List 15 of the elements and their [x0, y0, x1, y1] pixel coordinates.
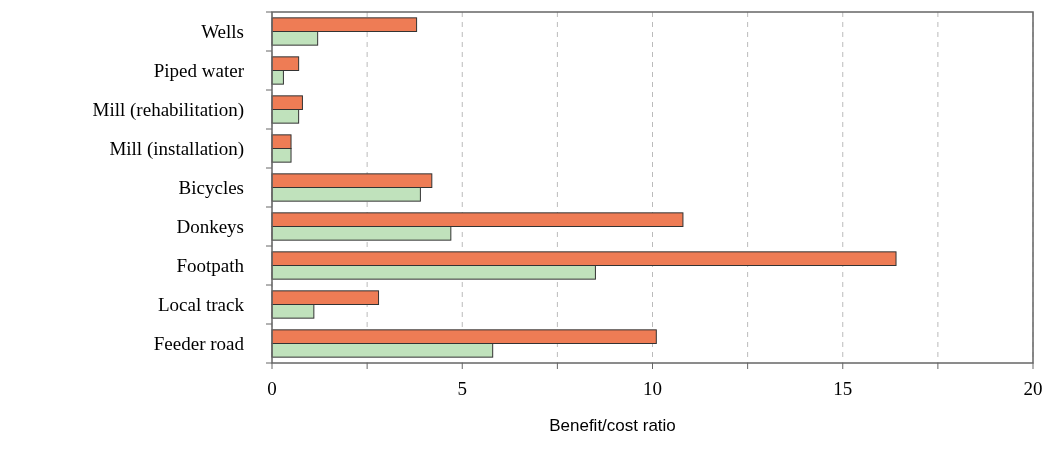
y-tick-label: Feeder road	[153, 333, 245, 355]
x-tick-label: 20	[1023, 378, 1043, 399]
y-tick-label: Mill (rehabilitation)	[92, 99, 244, 122]
x-tick-label: 0	[267, 378, 277, 399]
x-tick-label: 15	[833, 378, 853, 399]
y-tick-label: Mill (installation)	[109, 138, 244, 161]
y-tick-label: Bicycles	[178, 177, 244, 199]
y-tick-label: Donkeys	[176, 216, 244, 238]
y-tick-label: Local track	[158, 294, 245, 316]
y-tick-label: Piped water	[153, 60, 245, 82]
y-tick-label: Wells	[201, 21, 244, 43]
x-axis-title: Benefit/cost ratio	[549, 416, 676, 435]
y-tick-label: Footpath	[176, 255, 245, 277]
x-tick-label: 10	[643, 378, 662, 399]
x-tick-label: 5	[457, 378, 467, 399]
